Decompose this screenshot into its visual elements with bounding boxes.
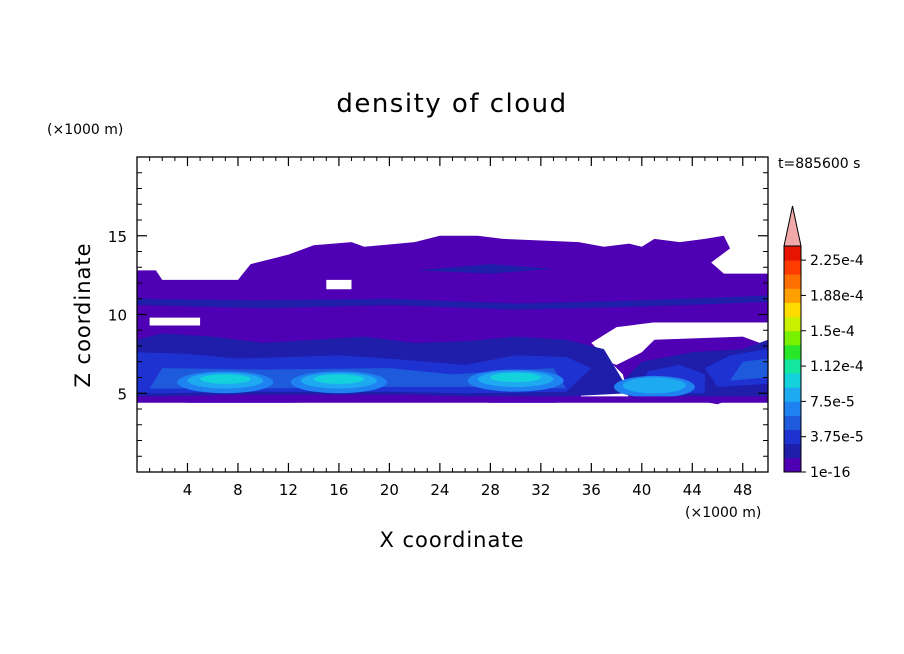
time-label: t=885600 s <box>778 156 860 172</box>
cloud-gap <box>149 317 201 326</box>
x-tick-label: 36 <box>582 481 601 499</box>
colorbar-label: 7.5e-5 <box>810 394 855 410</box>
x-tick-label: 20 <box>380 481 399 499</box>
cloud-patch <box>616 306 768 323</box>
colorbar-frame <box>783 245 802 473</box>
cloud-gap <box>326 279 352 290</box>
y-axis: 5 10 15 <box>108 172 768 457</box>
y-tick-label: 15 <box>108 228 127 246</box>
x-unit-label: (×1000 m) <box>685 505 761 521</box>
colorbar-swatch <box>784 387 801 402</box>
dense-core <box>490 372 541 383</box>
colorbar-swatch <box>784 443 801 459</box>
x-tick-label: 44 <box>683 481 702 499</box>
colorbar-swatch <box>784 415 801 431</box>
x-tick-label: 32 <box>531 481 550 499</box>
x-tick-label: 40 <box>632 481 651 499</box>
cloud-base <box>137 396 768 403</box>
cloud-patch <box>687 259 703 266</box>
cloud-streak <box>137 295 768 310</box>
colorbar-swatch <box>784 274 801 289</box>
colorbar-swatch <box>784 429 801 445</box>
y-tick-label: 5 <box>117 385 127 403</box>
colorbar-swatch <box>784 288 801 303</box>
cloud-density-field <box>137 235 768 405</box>
colorbar-swatch <box>784 401 801 416</box>
colorbar-swatch <box>784 457 801 473</box>
colorbar: 1e-16 3.75e-5 7.5e-5 1.12e-4 1.5e-4 1.88e-4 2.… <box>783 205 864 481</box>
x-tick-label: 16 <box>329 481 348 499</box>
colorbar-label: 1e-16 <box>810 465 850 481</box>
colorbar-label: 1.12e-4 <box>810 359 864 375</box>
colorbar-swatch <box>784 260 801 275</box>
colorbar-swatch <box>784 302 801 318</box>
y-tick-label: 10 <box>108 307 127 325</box>
cloud-deck-l3 <box>730 358 768 381</box>
colorbar-extend-arrow <box>783 205 802 247</box>
colorbar-label: 1.88e-4 <box>810 288 864 304</box>
dense-core <box>200 374 251 384</box>
colorbar-swatch <box>784 316 801 332</box>
colorbar-swatch <box>784 344 801 360</box>
colorbar-label: 1.5e-4 <box>810 324 855 340</box>
x-tick-label: 4 <box>183 481 193 499</box>
colorbar-swatch <box>784 359 801 374</box>
cloud-patch <box>597 260 614 266</box>
colorbar-swatch <box>784 330 801 346</box>
chart-title: density of cloud <box>336 89 567 119</box>
dense-core <box>622 377 687 394</box>
colorbar-label: 2.25e-4 <box>810 253 864 269</box>
x-tick-label: 8 <box>233 481 243 499</box>
colorbar-label: 3.75e-5 <box>810 430 864 446</box>
cloud-streak <box>414 264 554 274</box>
x-tick-label: 48 <box>733 481 752 499</box>
x-axis-label: X coordinate <box>379 528 524 552</box>
y-axis-label: Z coordinate <box>71 242 95 387</box>
colorbar-swatch <box>784 246 801 261</box>
x-axis: 4 8 12 16 20 24 28 32 36 40 44 48 <box>149 157 756 499</box>
colorbar-swatch <box>784 373 801 388</box>
x-tick-label: 12 <box>279 481 298 499</box>
y-unit-label: (×1000 m) <box>47 122 123 138</box>
x-tick-label: 28 <box>481 481 500 499</box>
dense-core <box>313 374 365 384</box>
x-tick-label: 24 <box>430 481 449 499</box>
